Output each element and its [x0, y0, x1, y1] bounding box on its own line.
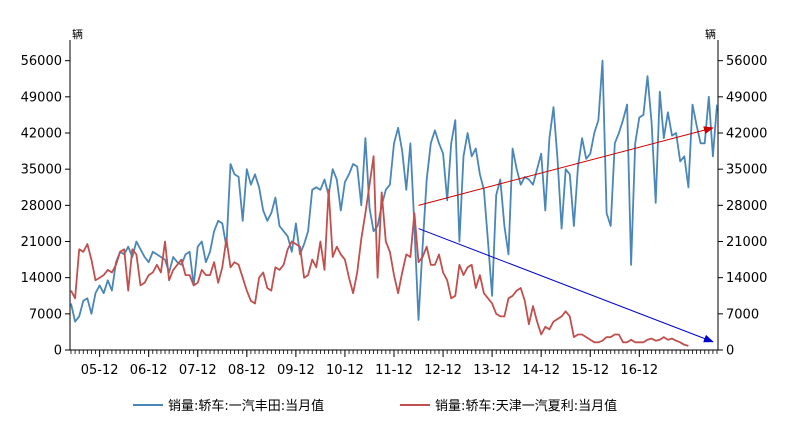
y-tick-label-right: 28000 [726, 199, 767, 214]
y-tick-label-left: 56000 [21, 54, 62, 69]
x-tick-label: 11-12 [375, 363, 413, 378]
y-tick-label-right: 21000 [726, 235, 767, 250]
y-tick-label-left: 14000 [21, 271, 62, 286]
x-tick-label: 07-12 [179, 363, 217, 378]
y-tick-label-left: 21000 [21, 235, 62, 250]
trend-arrow-1 [418, 126, 714, 206]
x-tick-label: 14-12 [522, 363, 560, 378]
y-tick-label-right: 14000 [726, 271, 767, 286]
x-tick-label: 12-12 [424, 363, 462, 378]
x-tick-label: 15-12 [571, 363, 609, 378]
x-tick-label: 09-12 [277, 363, 315, 378]
y-tick-label-left: 28000 [21, 199, 62, 214]
y-axis-right-unit: 辆 [705, 27, 716, 41]
trend-arrow-2 [418, 228, 714, 343]
x-tick-label: 05-12 [81, 363, 119, 378]
series-layer [70, 59, 718, 347]
x-tick-label: 16-12 [620, 363, 658, 378]
y-tick-label-right: 49000 [726, 90, 767, 105]
x-tick-label: 10-12 [326, 363, 364, 378]
annotation-layer [418, 126, 714, 343]
legend-label-2: 销量:轿车:天津一汽夏利:当月值 [435, 398, 617, 414]
y-tick-label-right: 42000 [726, 127, 767, 142]
y-tick-label-right: 56000 [726, 54, 767, 69]
y-axis-left-unit: 辆 [72, 27, 83, 41]
y-tick-label-right: 35000 [726, 163, 767, 178]
y-tick-label-left: 42000 [21, 127, 62, 142]
x-tick-label: 06-12 [130, 363, 168, 378]
series-line-1 [70, 59, 718, 323]
y-tick-label-left: 35000 [21, 163, 62, 178]
axes-layer: 辆 辆 0 0 7000 7000 14000 14000 21000 21000 28000 280… [21, 27, 768, 378]
x-tick-label: 13-12 [473, 363, 511, 378]
series-line-2 [70, 155, 689, 347]
y-tick-label-right: 0 [726, 344, 734, 359]
y-tick-label-left: 0 [54, 344, 62, 359]
legend-label-1: 销量:轿车:一汽丰田:当月值 [168, 398, 324, 414]
y-tick-label-right: 7000 [726, 307, 759, 322]
legend: 销量:轿车:一汽丰田:当月值 销量:轿车:天津一汽夏利:当月值 [133, 398, 617, 414]
y-tick-label-left: 49000 [21, 90, 62, 105]
x-tick-label: 08-12 [228, 363, 266, 378]
y-tick-label-left: 7000 [29, 307, 62, 322]
